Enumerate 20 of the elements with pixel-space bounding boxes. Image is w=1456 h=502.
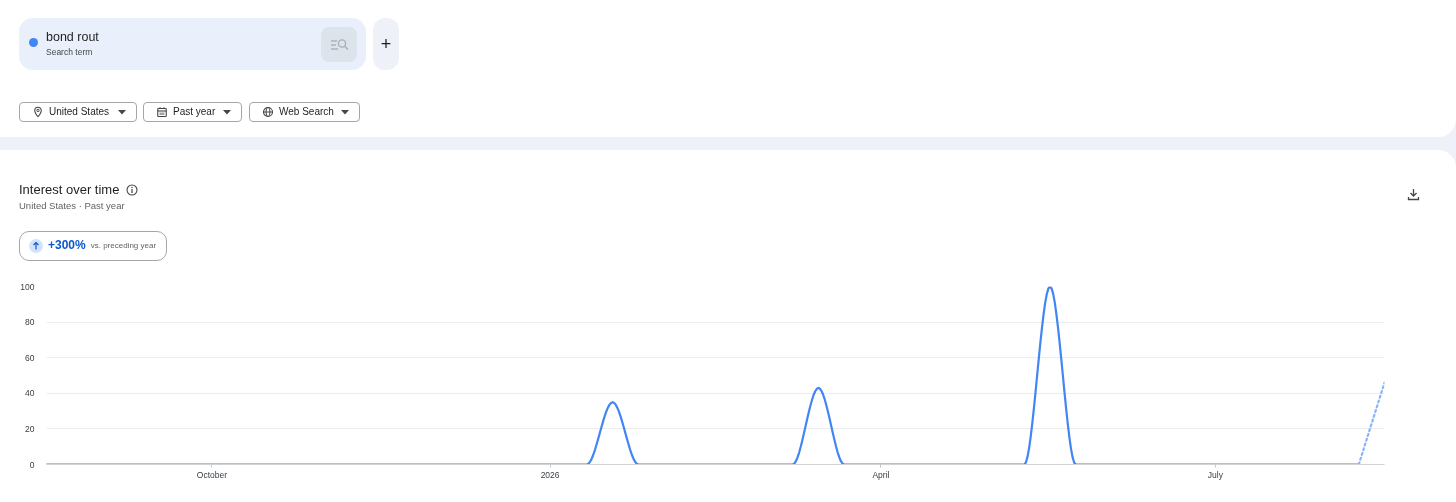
y-tick-label: 40	[25, 388, 35, 399]
x-tick-label: April	[872, 469, 890, 480]
y-tick-label: 20	[25, 423, 35, 434]
x-tick-label: October	[196, 469, 228, 480]
y-tick-label: 80	[25, 317, 35, 328]
text: +	[373, 18, 399, 70]
x-tick-label: July	[1207, 469, 1224, 480]
x-tick-label: 2026	[540, 469, 560, 480]
y-tick-label: 0	[29, 459, 35, 470]
text: Web Search	[279, 104, 334, 119]
chart-title: Interest over time	[19, 181, 120, 199]
y-tick-label: 60	[25, 352, 35, 363]
y-tick-label: 100	[20, 281, 35, 292]
legend-label: bond rout	[46, 30, 99, 45]
text: Search term	[46, 47, 93, 58]
text: United States	[49, 104, 110, 119]
chart-subtitle: United States · Past year	[19, 199, 125, 213]
text: +300%	[48, 237, 86, 255]
text: Past year	[173, 104, 216, 119]
text: vs. preceding year	[90, 240, 157, 252]
